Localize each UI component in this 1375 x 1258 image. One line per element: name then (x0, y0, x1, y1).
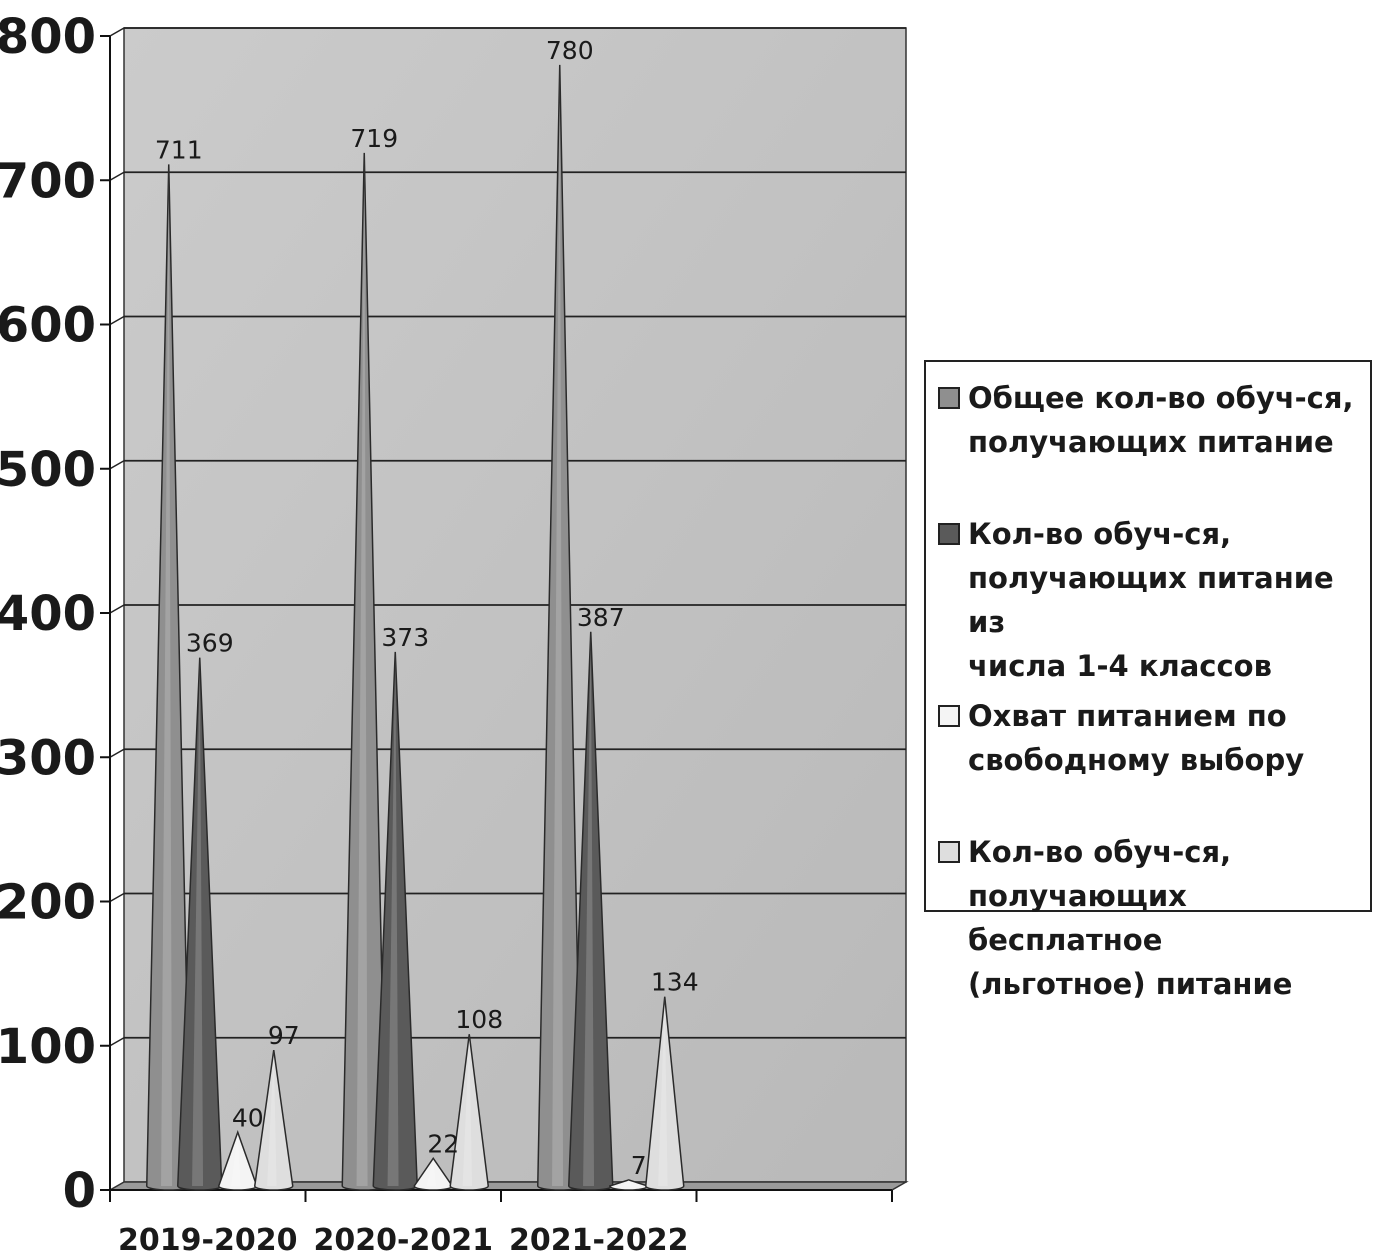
cone-highlight (462, 1034, 473, 1186)
gridline-depth (109, 748, 125, 758)
cone (253, 1049, 294, 1191)
y-tick-label: 800 (0, 9, 96, 65)
y-tick-label: 600 (0, 298, 96, 354)
y-tick-label: 100 (0, 1019, 96, 1075)
legend-item-free-meals: Кол-во обуч-ся, получающих бесплатное (л… (938, 830, 1362, 1006)
legend-label-total: Общее кол-во обуч-ся, получающих питание (968, 381, 1354, 459)
legend-item-total: Общее кол-во обуч-ся, получающих питание (938, 376, 1362, 464)
data-label: 7 (631, 1151, 647, 1180)
cone-highlight (267, 1050, 277, 1186)
gridline-depth (109, 460, 125, 470)
legend-item-free-choice: Охват питанием по свободному выбору (938, 694, 1362, 782)
gridline-depth (109, 892, 125, 903)
y-tick-label: 200 (0, 875, 96, 931)
gridline-depth (109, 27, 125, 37)
cone-highlight (658, 996, 668, 1186)
legend-swatch-free-meals (938, 841, 960, 863)
cone-highlight (387, 651, 399, 1186)
legend-label-free-choice: Охват питанием по свободному выбору (968, 699, 1305, 777)
cone-highlight (231, 1132, 241, 1186)
data-label: 134 (651, 968, 699, 997)
legend: Общее кол-во обуч-ся, получающих питание… (924, 360, 1372, 1001)
x-tick-label: 2020-2021 (314, 1223, 493, 1258)
data-label: 40 (232, 1103, 264, 1132)
y-tick-label: 500 (0, 442, 96, 498)
data-label: 780 (546, 36, 594, 65)
legend-label-free-meals: Кол-во обуч-ся, получающих бесплатное (л… (968, 835, 1293, 1001)
x-tick-label: 2019-2020 (118, 1223, 297, 1258)
x-tick-label: 2021-2022 (509, 1223, 688, 1258)
y-tick-label: 0 (63, 1163, 96, 1219)
gridline-depth (109, 315, 125, 326)
cone-highlight (356, 152, 368, 1186)
cone-highlight (552, 64, 564, 1187)
data-label: 711 (155, 135, 203, 164)
gridline-depth (109, 171, 125, 181)
legend-item-grades-1-4: Кол-во обуч-ся, получающих питание из чи… (938, 512, 1362, 688)
gridline-depth (109, 604, 125, 614)
legend-label-grades-1-4: Кол-во обуч-ся, получающих питание из чи… (968, 517, 1334, 683)
cone (644, 996, 685, 1191)
cone (449, 1034, 490, 1191)
cone-highlight (426, 1158, 437, 1186)
data-label: 387 (577, 603, 625, 632)
gridline-depth (109, 1037, 125, 1047)
data-label: 369 (186, 629, 234, 658)
data-label: 719 (350, 124, 398, 153)
legend-swatch-grades-1-4 (938, 523, 960, 545)
cone-highlight (583, 631, 595, 1186)
legend-swatch-free-choice (938, 705, 960, 727)
cone-highlight (192, 657, 204, 1186)
cone-highlight (622, 1179, 632, 1186)
y-tick-label: 300 (0, 730, 96, 786)
legend-swatch-total (938, 387, 960, 409)
data-label: 97 (268, 1021, 300, 1050)
data-label: 373 (381, 623, 429, 652)
y-tick-label: 400 (0, 586, 96, 642)
cone-highlight (161, 164, 173, 1186)
data-label: 108 (455, 1005, 503, 1034)
y-tick-label: 700 (0, 153, 96, 209)
data-label: 22 (427, 1129, 459, 1158)
